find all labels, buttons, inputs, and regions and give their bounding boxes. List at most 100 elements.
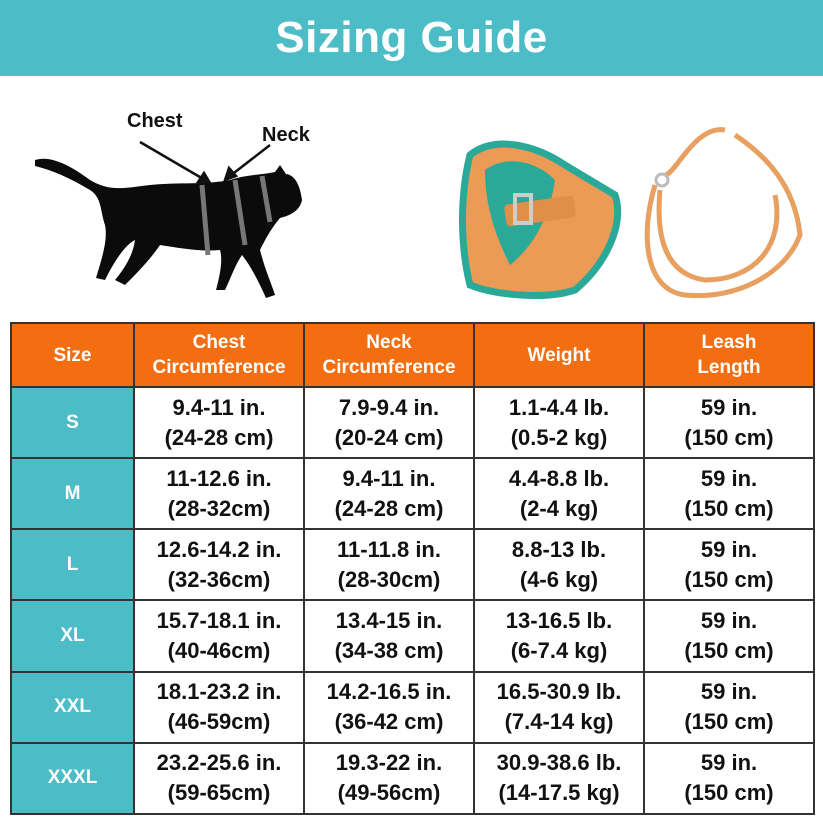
leash-cell: 59 in. (150 cm) <box>643 385 815 460</box>
header-text: Circumference <box>152 357 286 378</box>
header-text: Chest <box>192 332 246 353</box>
weight-cell: 16.5-30.9 lb. (7.4-14 kg) <box>473 670 645 744</box>
neck-cell: 11-11.8 in. (28-30cm) <box>303 528 475 602</box>
chest-cell: 15.7-18.1 in. (40-46cm) <box>133 599 305 673</box>
weight-cell: 13-16.5 lb. (6-7.4 kg) <box>473 599 645 673</box>
leash-metric: (150 cm) <box>684 495 774 521</box>
chest-imperial: 12.6-14.2 in. <box>156 536 282 562</box>
chest-metric: (24-28 cm) <box>164 424 274 450</box>
header-text: Length <box>697 357 761 378</box>
weight-metric: (2-4 kg) <box>519 495 599 521</box>
chest-metric: (59-65cm) <box>167 780 271 806</box>
neck-metric: (24-28 cm) <box>334 495 444 521</box>
table-row: M 11-12.6 in. (28-32cm) 9.4-11 in. (24-28 cm… <box>10 457 815 531</box>
neck-cell: 14.2-16.5 in. (36-42 cm) <box>303 670 475 744</box>
weight-cell: 30.9-38.6 lb. (14-17.5 kg) <box>473 741 645 816</box>
leash-imperial: 59 in. <box>700 679 758 705</box>
chest-imperial: 9.4-11 in. <box>172 394 266 420</box>
header-neck: Neck Circumference <box>303 322 475 388</box>
neck-cell: 19.3-22 in. (49-56cm) <box>303 741 475 816</box>
leash-cell: 59 in. (150 cm) <box>643 599 815 673</box>
weight-imperial: 16.5-30.9 lb. <box>496 679 622 705</box>
weight-metric: (6-7.4 kg) <box>510 638 608 664</box>
leash-imperial: 59 in. <box>700 536 758 562</box>
neck-cell: 7.9-9.4 in. (20-24 cm) <box>303 385 475 460</box>
header-text: Leash <box>701 332 757 353</box>
neck-imperial: 7.9-9.4 in. <box>338 394 440 420</box>
table-row: XL 15.7-18.1 in. (40-46cm) 13.4-15 in. (34-3… <box>10 599 815 673</box>
header-weight: Weight <box>473 322 645 388</box>
header-leash: Leash Length <box>643 322 815 388</box>
chest-metric: (40-46cm) <box>167 638 271 664</box>
neck-cell: 13.4-15 in. (34-38 cm) <box>303 599 475 673</box>
harness-leash-photo <box>459 127 803 299</box>
neck-imperial: 13.4-15 in. <box>335 608 443 634</box>
chest-cell: 11-12.6 in. (28-32cm) <box>133 457 305 531</box>
leash <box>644 127 803 299</box>
chest-cell: 12.6-14.2 in. (32-36cm) <box>133 528 305 602</box>
chest-cell: 23.2-25.6 in. (59-65cm) <box>133 741 305 816</box>
leash-cell: 59 in. (150 cm) <box>643 670 815 744</box>
weight-imperial: 8.8-13 lb. <box>511 536 607 562</box>
weight-imperial: 30.9-38.6 lb. <box>496 750 622 776</box>
neck-imperial: 11-11.8 in. <box>337 536 441 562</box>
neck-label: Neck <box>262 124 310 146</box>
table-header-row: Size Chest Circumference Neck Circumferenc… <box>10 322 815 388</box>
table-row: XXXL 23.2-25.6 in. (59-65cm) 19.3-22 in. (49… <box>10 741 815 816</box>
leash-metric: (150 cm) <box>684 780 774 806</box>
size-cell: XL <box>10 599 135 673</box>
chest-imperial: 18.1-23.2 in. <box>156 679 282 705</box>
weight-imperial: 1.1-4.4 lb. <box>508 394 610 420</box>
weight-cell: 4.4-8.8 lb. (2-4 kg) <box>473 457 645 531</box>
weight-imperial: 13-16.5 lb. <box>505 608 613 634</box>
weight-metric: (4-6 kg) <box>519 566 599 592</box>
header-text: Neck <box>366 332 412 353</box>
leash-metric: (150 cm) <box>684 566 774 592</box>
header-text: Weight <box>527 344 591 366</box>
cat-harness-diagram <box>35 140 302 298</box>
leash-metric: (150 cm) <box>684 424 774 450</box>
leash-imperial: 59 in. <box>700 394 758 420</box>
chest-metric: (28-32cm) <box>167 495 271 521</box>
chest-imperial: 23.2-25.6 in. <box>156 750 282 776</box>
page-title: Sizing Guide <box>275 13 548 62</box>
neck-metric: (34-38 cm) <box>334 638 444 664</box>
neck-cell: 9.4-11 in. (24-28 cm) <box>303 457 475 531</box>
weight-metric: (0.5-2 kg) <box>510 424 608 450</box>
table-row: XXL 18.1-23.2 in. (46-59cm) 14.2-16.5 in. (3… <box>10 670 815 744</box>
harness-vest <box>459 140 622 299</box>
leash-metric: (150 cm) <box>684 709 774 735</box>
chest-metric: (32-36cm) <box>167 566 271 592</box>
size-cell: L <box>10 528 135 602</box>
table-row: S 9.4-11 in. (24-28 cm) 7.9-9.4 in. (20-24 c… <box>10 385 815 460</box>
harness-straps <box>199 175 273 256</box>
size-cell: XXL <box>10 670 135 744</box>
weight-cell: 1.1-4.4 lb. (0.5-2 kg) <box>473 385 645 460</box>
chest-metric: (46-59cm) <box>167 709 271 735</box>
chest-cell: 9.4-11 in. (24-28 cm) <box>133 385 305 460</box>
size-chart-table: Size Chest Circumference Neck Circumferenc… <box>10 322 815 816</box>
leash-cell: 59 in. (150 cm) <box>643 457 815 531</box>
weight-cell: 8.8-13 lb. (4-6 kg) <box>473 528 645 602</box>
chest-imperial: 11-12.6 in. <box>166 465 272 491</box>
neck-imperial: 9.4-11 in. <box>342 465 436 491</box>
size-cell: M <box>10 457 135 531</box>
neck-metric: (28-30cm) <box>337 566 441 592</box>
leash-cell: 59 in. (150 cm) <box>643 741 815 816</box>
chest-label: Chest <box>127 110 183 132</box>
neck-metric: (49-56cm) <box>337 780 441 806</box>
neck-imperial: 19.3-22 in. <box>335 750 443 776</box>
header-size: Size <box>10 322 135 388</box>
neck-metric: (36-42 cm) <box>334 709 444 735</box>
leash-imperial: 59 in. <box>700 750 758 776</box>
weight-metric: (7.4-14 kg) <box>504 709 614 735</box>
size-cell: S <box>10 385 135 460</box>
header-text: Circumference <box>322 357 456 378</box>
arrow-icon <box>139 140 271 185</box>
leash-imperial: 59 in. <box>700 608 758 634</box>
weight-imperial: 4.4-8.8 lb. <box>508 465 610 491</box>
title-banner: Sizing Guide <box>0 0 823 76</box>
leash-imperial: 59 in. <box>700 465 758 491</box>
table-row: L 12.6-14.2 in. (32-36cm) 11-11.8 in. (28-30… <box>10 528 815 602</box>
leash-metric: (150 cm) <box>684 638 774 664</box>
